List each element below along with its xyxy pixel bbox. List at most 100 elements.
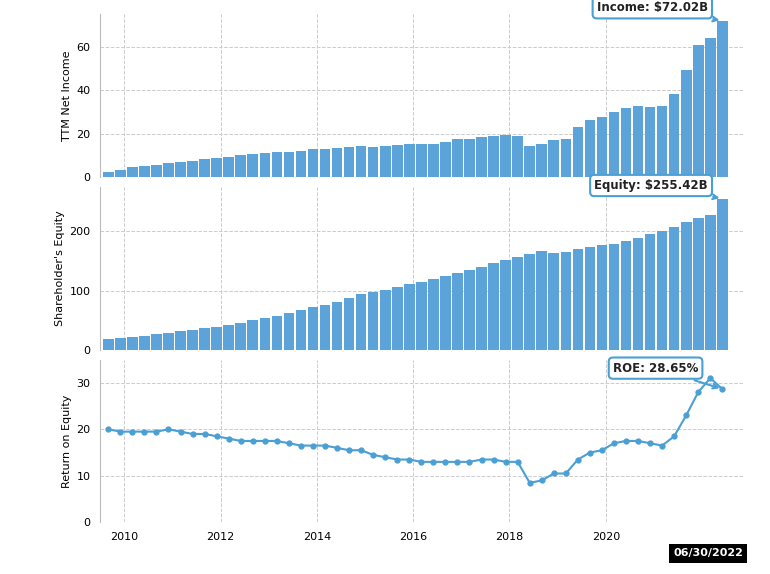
Bar [693, 45, 704, 177]
Bar [621, 108, 631, 177]
Bar [452, 139, 463, 177]
Bar [259, 318, 270, 350]
Bar [584, 119, 595, 177]
Bar [633, 106, 644, 177]
Bar [669, 227, 679, 350]
Bar [247, 154, 258, 177]
Bar [247, 320, 258, 350]
Bar [584, 247, 595, 350]
Bar [392, 287, 403, 350]
Bar [296, 310, 306, 350]
Bar [343, 298, 354, 350]
Bar [163, 333, 174, 350]
Text: Income: $72.02B: Income: $72.02B [597, 1, 718, 21]
Bar [561, 139, 571, 177]
Y-axis label: Return on Equity: Return on Equity [62, 394, 72, 488]
Bar [343, 147, 354, 177]
Bar [199, 160, 210, 177]
Bar [187, 329, 198, 350]
Bar [139, 336, 149, 350]
Bar [608, 112, 619, 177]
Bar [392, 145, 403, 177]
Bar [561, 252, 571, 350]
Bar [176, 331, 186, 350]
Bar [464, 139, 475, 177]
Bar [512, 136, 523, 177]
Bar [115, 169, 126, 177]
Bar [548, 253, 559, 350]
Bar [332, 302, 343, 350]
Bar [332, 148, 343, 177]
Bar [320, 149, 330, 177]
Bar [127, 337, 138, 350]
Bar [236, 323, 246, 350]
Text: 06/30/2022: 06/30/2022 [673, 548, 743, 558]
Bar [597, 245, 608, 350]
Bar [573, 127, 583, 177]
Bar [103, 172, 114, 177]
Bar [199, 328, 210, 350]
Text: Equity: $255.42B: Equity: $255.42B [594, 179, 718, 199]
Bar [283, 152, 294, 177]
Bar [272, 316, 282, 350]
Bar [717, 199, 728, 350]
Bar [127, 168, 138, 177]
Bar [440, 142, 450, 177]
Bar [296, 151, 306, 177]
Y-axis label: TTM Net Income: TTM Net Income [62, 51, 72, 141]
Bar [223, 157, 234, 177]
Bar [356, 146, 367, 177]
Bar [500, 260, 511, 350]
Bar [681, 69, 691, 177]
Bar [416, 144, 427, 177]
Bar [597, 118, 608, 177]
Bar [644, 107, 655, 177]
Bar [644, 234, 655, 350]
Bar [693, 218, 704, 350]
Bar [512, 257, 523, 350]
Bar [608, 245, 619, 350]
Bar [139, 166, 149, 177]
Bar [524, 146, 535, 177]
Bar [548, 140, 559, 177]
Bar [452, 273, 463, 350]
Bar [368, 292, 379, 350]
Bar [259, 153, 270, 177]
Bar [573, 249, 583, 350]
Bar [440, 276, 450, 350]
Bar [705, 215, 715, 350]
Bar [633, 238, 644, 350]
Bar [681, 222, 691, 350]
Bar [368, 147, 379, 177]
Bar [283, 313, 294, 350]
Bar [380, 290, 390, 350]
Bar [223, 325, 234, 350]
Bar [717, 21, 728, 177]
Bar [416, 282, 427, 350]
Bar [163, 164, 174, 177]
Bar [272, 152, 282, 177]
Bar [187, 161, 198, 177]
Bar [404, 145, 414, 177]
Bar [488, 136, 499, 177]
Text: ROE: 28.65%: ROE: 28.65% [613, 362, 718, 389]
Bar [380, 146, 390, 177]
Bar [176, 162, 186, 177]
Bar [308, 307, 318, 350]
Bar [500, 135, 511, 177]
Bar [151, 335, 162, 350]
Bar [404, 284, 414, 350]
Bar [488, 263, 499, 350]
Bar [464, 270, 475, 350]
Bar [211, 327, 222, 350]
Bar [356, 294, 367, 350]
Bar [236, 156, 246, 177]
Bar [320, 305, 330, 350]
Bar [657, 106, 668, 177]
Bar [705, 38, 715, 177]
Bar [428, 280, 439, 350]
Bar [537, 144, 547, 177]
Bar [657, 231, 668, 350]
Bar [103, 339, 114, 350]
Bar [476, 137, 487, 177]
